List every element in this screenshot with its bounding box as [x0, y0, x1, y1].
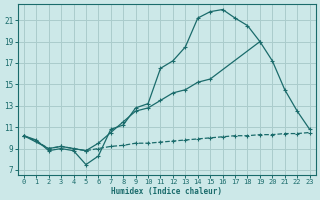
X-axis label: Humidex (Indice chaleur): Humidex (Indice chaleur) — [111, 187, 222, 196]
